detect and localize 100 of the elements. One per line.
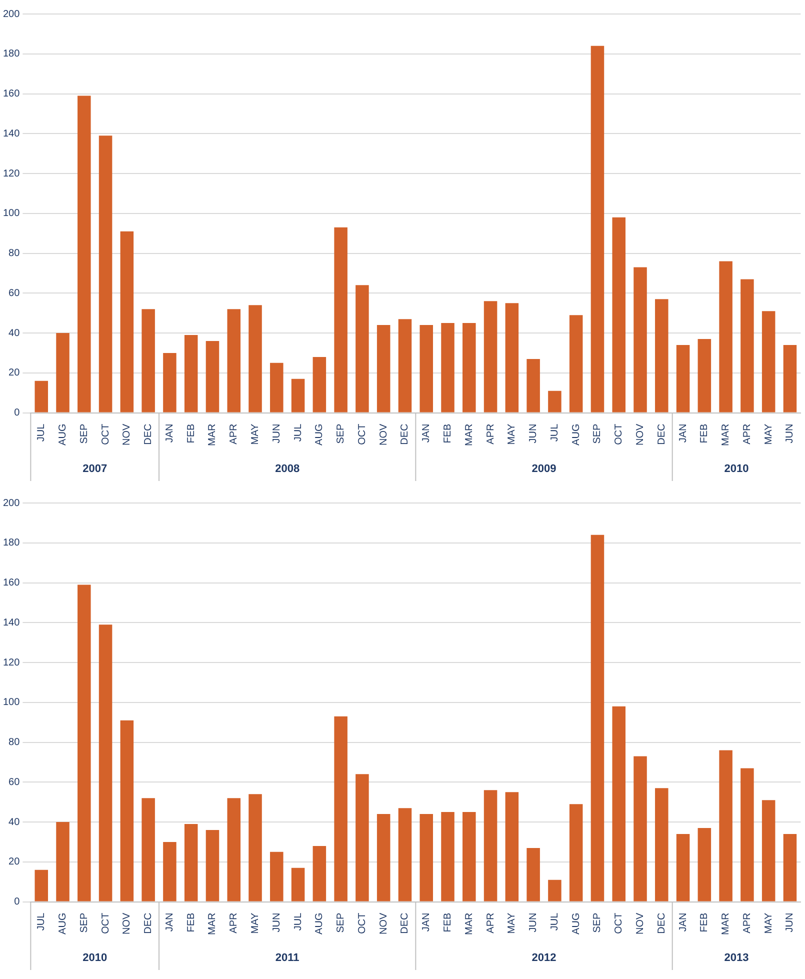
x-tick-label: NOV [378,423,390,446]
x-tick-label: MAY [763,912,774,934]
x-tick-label: SEP [78,423,90,444]
x-tick-label: JAN [421,912,432,932]
x-tick-label: JUL [292,423,304,442]
y-tick-label: 160 [2,88,20,100]
x-tick-label: JUN [271,912,282,932]
x-tick-label: APR [485,912,496,934]
y-tick-label: 180 [2,538,20,549]
bar [676,344,690,412]
x-tick-label: AUG [570,424,582,446]
bar [356,285,369,412]
y-tick-label: 80 [8,248,20,260]
text: 2011 [275,952,300,964]
x-tick-label: OCT [614,912,625,934]
x-tick-label: OCT [356,912,368,934]
bar [78,584,91,902]
y-tick-label: 20 [8,368,20,379]
text: 2013 [724,952,749,964]
text: 2009 [532,463,556,476]
bar [655,299,668,412]
y-tick-label: 120 [2,168,20,180]
bar [56,822,70,902]
x-tick-label: JAN [421,424,432,443]
x-tick-label: NOV [635,423,646,446]
text: 2010 [82,952,108,964]
bar [120,231,134,412]
text: 2012 [532,952,556,964]
x-tick-label: JAN [164,912,176,932]
bar [719,261,732,412]
x-tick-label: AUG [58,912,69,934]
bar [34,870,48,902]
bar [312,846,326,902]
x-tick-label: MAY [763,423,774,445]
bar [505,792,519,902]
x-tick-label: DEC [400,424,411,445]
x-tick-label: SEP [336,912,347,933]
x-tick-label: MAR [464,424,475,446]
bar [163,842,176,902]
y-tick-label: 200 [2,498,20,509]
bar [334,716,348,902]
bar [398,319,412,412]
x-tick-label: MAY [506,423,518,445]
bar [441,323,454,412]
bar [78,96,91,412]
bar [740,768,754,902]
x-tick-label: DEC [143,424,154,445]
x-tick-label: MAY [250,912,262,934]
x-tick-label: APR [228,424,240,444]
bar [420,325,433,412]
x-tick-label: MAR [207,912,218,936]
bar [719,750,732,902]
bar [142,309,155,412]
bar [484,301,498,412]
y-tick-label: 40 [8,816,20,828]
x-tick-label: FEB [442,423,454,444]
bar [569,804,583,902]
bar [270,362,284,412]
x-tick-label: JUN [784,912,796,932]
bar [569,315,583,412]
bar [590,534,604,902]
bar [655,788,668,902]
bar [441,812,454,902]
bar [34,380,48,412]
y-tick-label: 120 [2,657,20,668]
y-tick-label: 80 [8,737,20,748]
bar [270,852,284,902]
bar [312,356,326,412]
x-tick-label: JUL [36,912,48,931]
y-tick-label: 100 [2,697,20,708]
x-tick-label: JAN [164,424,176,443]
bar [762,311,776,412]
y-tick-label: 200 [2,8,20,20]
x-tick-label: NOV [635,912,646,934]
x-tick-label: MAR [464,912,475,936]
x-tick-label: SEP [592,423,604,444]
x-tick-label: NOV [122,912,133,934]
y-tick-label: 60 [8,288,20,299]
bar [762,800,776,902]
x-tick-label: DEC [656,424,668,445]
y-tick-label: 140 [2,128,20,140]
bar [634,267,647,412]
bar [227,309,241,412]
bar [548,390,562,412]
x-tick-label: NOV [122,423,133,446]
x-tick-label: JUN [528,912,540,932]
bar [184,824,198,902]
x-tick-label: JUL [36,423,48,442]
bar [698,339,712,412]
x-tick-label: DEC [656,912,668,934]
x-tick-label: AUG [314,424,326,446]
bar [484,790,498,902]
x-tick-label: SEP [336,423,347,444]
bar [291,378,305,412]
x-tick-label: JUN [528,424,540,444]
bar [163,352,176,412]
x-tick-label: JUL [549,912,560,931]
bar [420,814,433,902]
x-tick-label: MAY [506,912,518,934]
x-tick-label: OCT [356,424,368,445]
